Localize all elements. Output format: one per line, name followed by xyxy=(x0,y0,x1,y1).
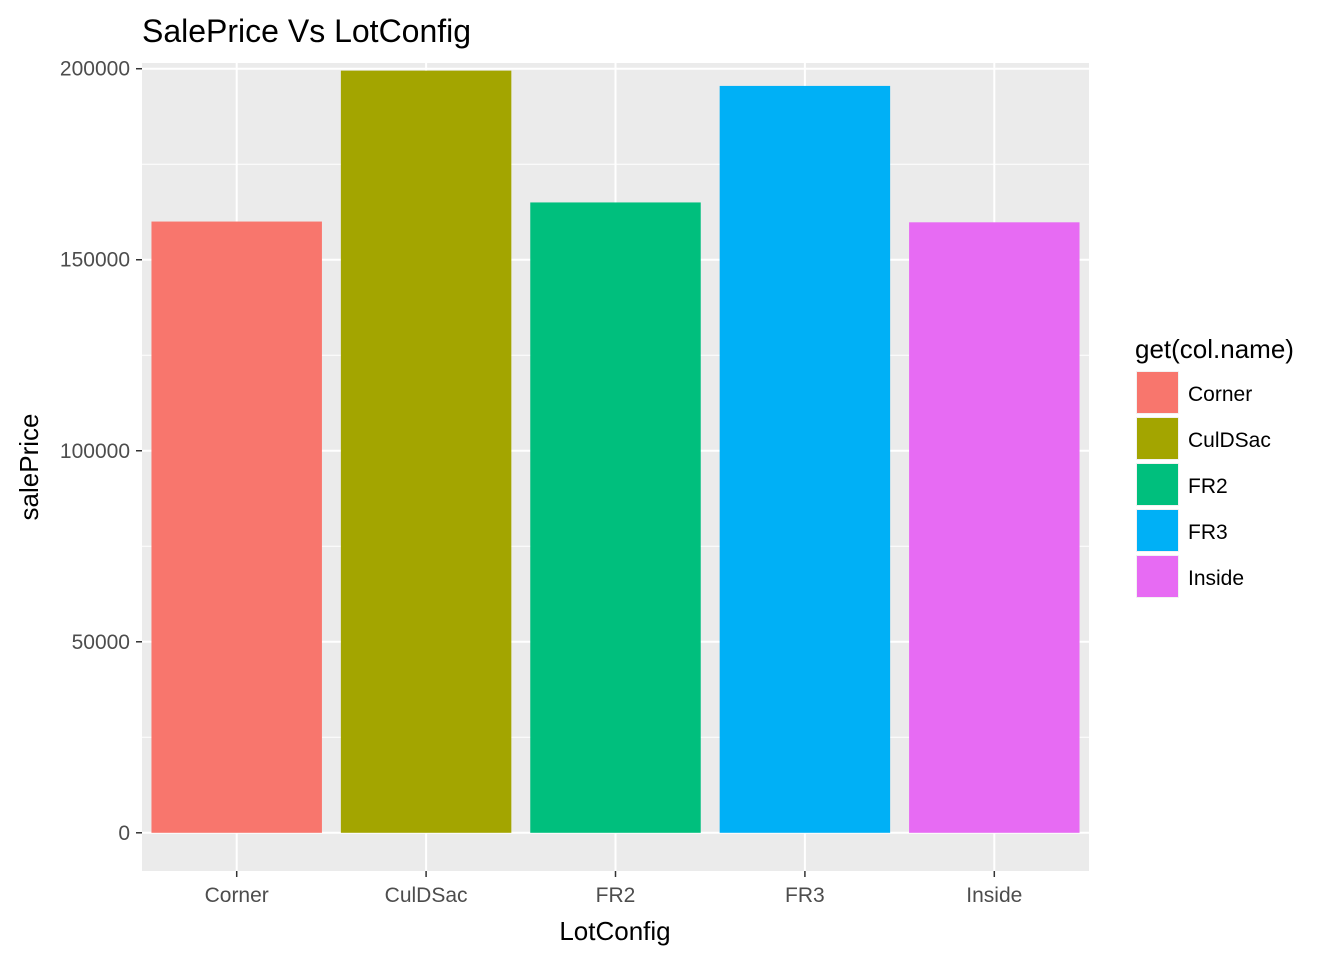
x-tick-label: Corner xyxy=(205,884,269,907)
y-tick-label: 200000 xyxy=(60,58,130,81)
bars xyxy=(151,70,1080,833)
legend-swatch-culdsac xyxy=(1137,418,1178,459)
bar-inside xyxy=(909,222,1080,833)
legend: get(col.name) Corner CulDSac FR2 FR3 Inside xyxy=(1135,334,1294,598)
y-tick-label: 100000 xyxy=(60,440,130,463)
legend-label: Inside xyxy=(1188,567,1244,590)
chart-title: SalePrice Vs LotConfig xyxy=(142,13,471,49)
x-tick-label: FR2 xyxy=(596,884,636,907)
x-axis: Corner CulDSac FR2 FR3 Inside xyxy=(205,871,1022,907)
x-axis-title: LotConfig xyxy=(559,916,670,946)
legend-label: CulDSac xyxy=(1188,429,1271,452)
legend-label: Corner xyxy=(1188,383,1252,406)
legend-swatch-inside xyxy=(1137,556,1178,597)
legend-swatch-fr2 xyxy=(1137,464,1178,505)
x-tick-label: Inside xyxy=(966,884,1022,907)
legend-label: FR2 xyxy=(1188,475,1228,498)
bar-fr3 xyxy=(719,85,891,833)
legend-label: FR3 xyxy=(1188,521,1228,544)
bar-corner xyxy=(151,221,322,833)
legend-swatch-corner xyxy=(1137,372,1178,413)
legend-items: Corner CulDSac FR2 FR3 Inside xyxy=(1136,371,1271,598)
bar-fr2 xyxy=(530,202,701,833)
legend-title: get(col.name) xyxy=(1135,334,1294,364)
y-tick-label: 50000 xyxy=(72,631,130,654)
y-tick-label: 0 xyxy=(118,822,130,845)
x-tick-label: CulDSac xyxy=(385,884,468,907)
y-axis-title: salePrice xyxy=(14,414,44,521)
x-tick-label: FR3 xyxy=(785,884,825,907)
y-axis: 0 50000 100000 150000 200000 xyxy=(60,58,142,845)
legend-swatch-fr3 xyxy=(1137,510,1178,551)
bar-culdsac xyxy=(340,70,512,833)
y-tick-label: 150000 xyxy=(60,249,130,272)
